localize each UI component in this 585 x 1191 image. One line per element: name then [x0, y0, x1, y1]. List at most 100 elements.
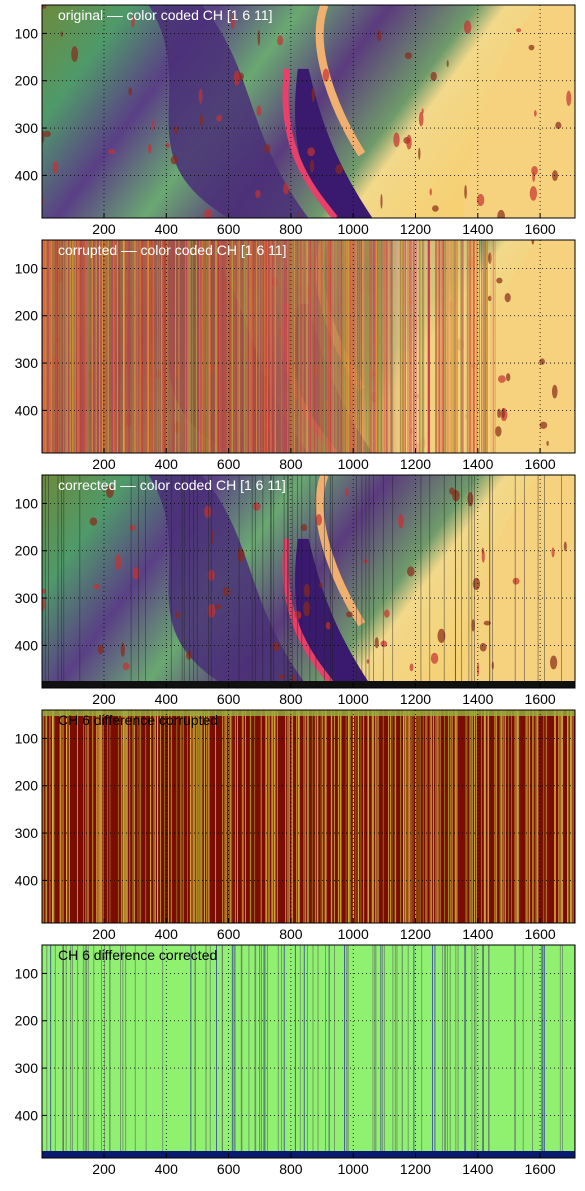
x-tick-label: 1400: [462, 1161, 493, 1177]
image-speckle: [539, 358, 545, 365]
y-tick-label: 300: [15, 590, 39, 606]
x-tick-label: 800: [279, 926, 303, 942]
image-speckle: [467, 492, 474, 507]
image-speckle: [418, 111, 424, 127]
image-speckle: [108, 149, 116, 154]
x-tick-label: 600: [217, 926, 241, 942]
image-speckle: [105, 485, 114, 498]
image-speckle: [546, 440, 549, 446]
image-speckle: [549, 655, 558, 670]
image-speckle: [211, 529, 214, 544]
y-tick-label: 400: [15, 637, 39, 653]
image-region: [295, 538, 373, 688]
x-tick-label: 1000: [338, 1161, 369, 1177]
image-speckle: [335, 164, 343, 175]
x-tick-label: 1400: [462, 456, 493, 472]
image-speckle: [551, 384, 558, 399]
image-speckle: [256, 105, 262, 117]
image-speckle: [230, 14, 235, 30]
image-speckle: [97, 644, 104, 655]
image-speckle: [216, 114, 223, 122]
x-tick-label: 800: [279, 221, 303, 237]
x-tick-label: 1000: [338, 691, 369, 707]
image-speckle: [430, 71, 437, 81]
image-speckle: [533, 110, 537, 117]
y-tick-label: 300: [15, 825, 39, 841]
image-speckle: [131, 15, 135, 28]
x-tick-label: 1200: [400, 691, 431, 707]
image-strip: [42, 681, 575, 688]
y-tick-label: 100: [15, 965, 39, 981]
image-speckle: [89, 517, 98, 526]
image: [42, 475, 575, 688]
image-speckle: [497, 209, 505, 218]
y-tick-label: 200: [15, 778, 39, 794]
image-speckle: [407, 566, 415, 577]
image-speckle: [307, 147, 315, 157]
image-speckle: [42, 5, 47, 9]
y-tick-label: 200: [15, 543, 39, 559]
image-speckle: [404, 52, 413, 60]
image-speckle: [452, 489, 460, 502]
panel: 200 400 600 800 1000 1200 1400 1600 100 200 300 400…: [15, 474, 576, 707]
x-tick-label: 400: [155, 691, 179, 707]
x-tick-label: 1400: [462, 691, 493, 707]
image-speckle: [472, 577, 481, 591]
y-tick-label: 300: [15, 120, 39, 136]
x-tick-label: 1600: [525, 221, 556, 237]
image: [42, 5, 575, 218]
y-tick-label: 300: [15, 355, 39, 371]
image-speckle: [204, 209, 213, 218]
panel-title: CH 6 difference corrected: [58, 947, 217, 963]
x-tick-label: 800: [279, 691, 303, 707]
image-speckle: [129, 524, 136, 531]
image-speckle: [132, 567, 141, 580]
x-tick-label: 200: [92, 221, 116, 237]
image-speckle: [300, 523, 308, 532]
y-tick-label: 100: [15, 260, 39, 276]
y-tick-label: 400: [15, 1107, 39, 1123]
image-speckle: [539, 421, 548, 429]
image-speckle: [566, 90, 572, 107]
image-speckle: [398, 513, 404, 529]
image-speckle: [165, 143, 170, 148]
image-region: [282, 538, 338, 688]
image-speckle: [512, 577, 520, 585]
image-speckle: [272, 642, 280, 651]
image-speckle: [175, 611, 181, 619]
image-speckle: [214, 604, 222, 610]
image-speckle: [42, 596, 46, 612]
x-tick-label: 1600: [525, 926, 556, 942]
image-speckle: [120, 642, 125, 657]
image: [42, 240, 575, 453]
image-speckle: [406, 134, 412, 150]
image-speckle: [170, 155, 178, 165]
x-tick-label: 1200: [400, 221, 431, 237]
image-speckle: [409, 663, 414, 672]
image-speckle: [506, 373, 511, 382]
y-tick-label: 300: [15, 1060, 39, 1076]
y-tick-label: 100: [15, 495, 39, 511]
x-tick-label: 800: [279, 456, 303, 472]
image-region: [148, 475, 309, 688]
x-tick-label: 400: [155, 1161, 179, 1177]
image-speckle: [43, 130, 51, 138]
image-speckle: [529, 186, 538, 201]
image-speckle: [496, 277, 503, 284]
x-tick-label: 1000: [338, 926, 369, 942]
x-tick-label: 1400: [462, 221, 493, 237]
y-tick-label: 200: [15, 1013, 39, 1029]
image-speckle: [418, 147, 421, 160]
image-speckle: [374, 637, 379, 649]
image-speckle: [501, 407, 505, 419]
image-speckle: [294, 611, 302, 620]
image-speckle: [471, 619, 475, 632]
image-speckle: [148, 144, 152, 154]
image-speckle: [429, 188, 432, 196]
x-tick-label: 1200: [400, 456, 431, 472]
image-speckle: [495, 426, 502, 437]
x-tick-label: 1400: [462, 926, 493, 942]
image-speckle: [504, 293, 511, 303]
